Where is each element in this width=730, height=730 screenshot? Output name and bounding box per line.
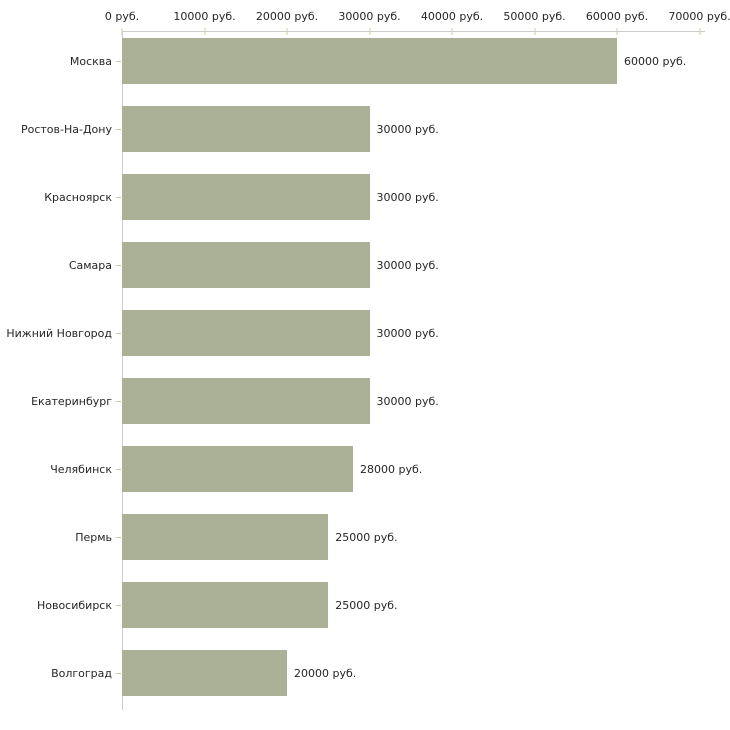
bar-row: Ростов-На-Дону 30000 руб. bbox=[0, 102, 730, 170]
y-axis-tick-mark bbox=[116, 265, 121, 266]
bar-row: Самара 30000 руб. bbox=[0, 238, 730, 306]
bar-row: Нижний Новгород 30000 руб. bbox=[0, 306, 730, 374]
bar bbox=[122, 38, 617, 84]
category-label: Новосибирск bbox=[36, 598, 112, 612]
bar-row: Красноярск 30000 руб. bbox=[0, 170, 730, 238]
value-label: 30000 руб. bbox=[376, 394, 439, 408]
category-label: Самара bbox=[68, 258, 112, 272]
x-axis-tick-label: 20000 руб. bbox=[255, 10, 319, 23]
x-axis-tick-label: 40000 руб. bbox=[420, 10, 484, 23]
bar-row: Екатеринбург 30000 руб. bbox=[0, 374, 730, 442]
x-axis-tick-label: 0 руб. bbox=[104, 10, 140, 23]
y-axis-tick-mark bbox=[116, 605, 121, 606]
category-label: Красноярск bbox=[44, 190, 112, 204]
bar-row: Пермь 25000 руб. bbox=[0, 510, 730, 578]
y-axis-tick-mark bbox=[116, 197, 121, 198]
y-axis-tick-mark bbox=[116, 129, 121, 130]
value-label: 60000 руб. bbox=[624, 54, 687, 68]
bar-row: Волгоград 20000 руб. bbox=[0, 646, 730, 714]
x-axis: 0 руб. 10000 руб. 20000 руб. 30000 руб. … bbox=[0, 0, 730, 36]
bars-container: Москва 60000 руб. Ростов-На-Дону 30000 р… bbox=[0, 34, 730, 714]
bar bbox=[122, 650, 287, 696]
category-label: Нижний Новгород bbox=[6, 326, 112, 340]
y-axis-tick-mark bbox=[116, 673, 121, 674]
x-axis-tick-label: 10000 руб. bbox=[173, 10, 236, 23]
bar bbox=[122, 310, 370, 356]
y-axis-tick-mark bbox=[116, 333, 121, 334]
category-label: Екатеринбург bbox=[31, 394, 112, 408]
bar bbox=[122, 378, 370, 424]
category-label: Пермь bbox=[75, 530, 112, 544]
value-label: 25000 руб. bbox=[335, 598, 398, 612]
value-label: 30000 руб. bbox=[376, 258, 439, 272]
value-label: 25000 руб. bbox=[335, 530, 398, 544]
bar bbox=[122, 446, 353, 492]
bar bbox=[122, 106, 370, 152]
x-axis-tick-label: 70000 руб. bbox=[668, 10, 730, 23]
bar bbox=[122, 514, 329, 560]
bar-row: Челябинск 28000 руб. bbox=[0, 442, 730, 510]
category-label: Ростов-На-Дону bbox=[20, 122, 112, 136]
x-axis-tick-label: 50000 руб. bbox=[503, 10, 566, 23]
category-label: Москва bbox=[69, 54, 112, 68]
category-label: Челябинск bbox=[50, 462, 112, 476]
x-axis-line bbox=[122, 31, 705, 32]
value-label: 28000 руб. bbox=[360, 462, 423, 476]
value-label: 30000 руб. bbox=[376, 326, 439, 340]
y-axis-tick-mark bbox=[116, 537, 121, 538]
value-label: 20000 руб. bbox=[294, 666, 357, 680]
value-label: 30000 руб. bbox=[376, 122, 439, 136]
bar bbox=[122, 582, 329, 628]
bar-row: Москва 60000 руб. bbox=[0, 34, 730, 102]
category-label: Волгоград bbox=[51, 666, 112, 680]
y-axis-tick-mark bbox=[116, 401, 121, 402]
x-axis-tick-label: 30000 руб. bbox=[338, 10, 401, 23]
y-axis-line bbox=[122, 31, 123, 710]
value-label: 30000 руб. bbox=[376, 190, 439, 204]
bar bbox=[122, 174, 370, 220]
x-axis-tick-label: 60000 руб. bbox=[585, 10, 649, 23]
y-axis-tick-mark bbox=[116, 61, 121, 62]
y-axis-tick-mark bbox=[116, 469, 121, 470]
bar-row: Новосибирск 25000 руб. bbox=[0, 578, 730, 646]
bar bbox=[122, 242, 370, 288]
